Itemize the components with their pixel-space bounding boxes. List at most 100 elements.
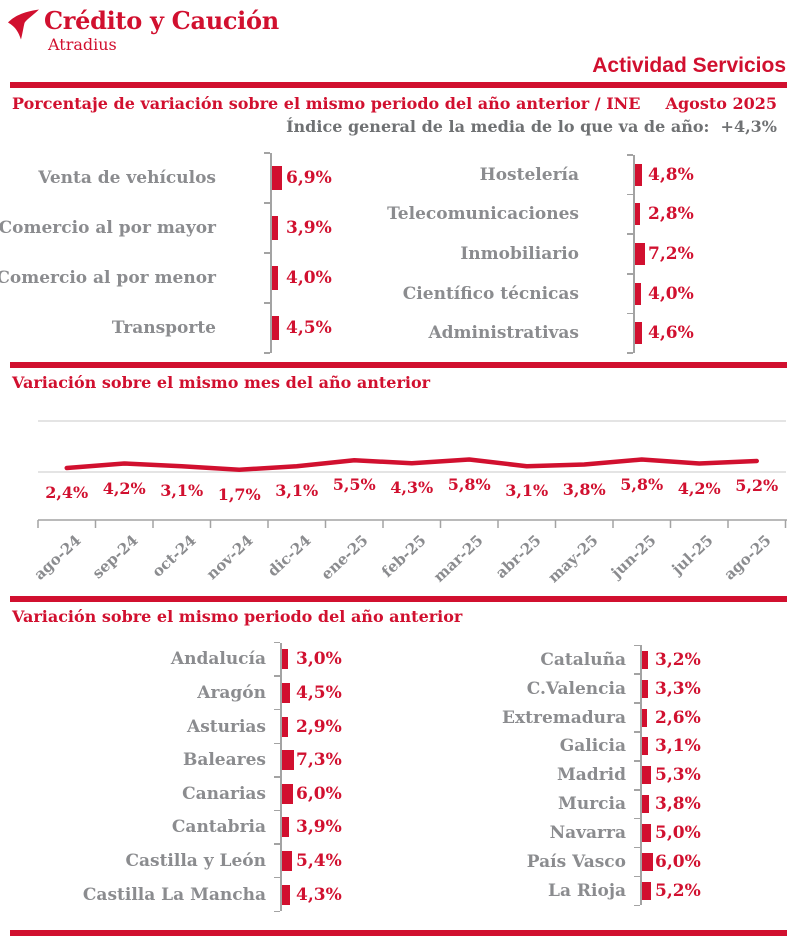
atradius-bird-icon (8, 9, 42, 40)
bar (282, 817, 290, 838)
bar (282, 682, 291, 703)
value-label: 3,0% (296, 649, 342, 670)
bar (642, 795, 650, 814)
axis-tick (627, 193, 633, 196)
value-label: 3,2% (655, 649, 701, 670)
index-note: Índice general de la media de lo que va … (286, 117, 777, 136)
bar (642, 824, 651, 843)
logo-title: Crédito y Caución (44, 6, 279, 35)
bar (642, 737, 649, 756)
category-label: Galicia (559, 736, 626, 757)
month-tick-label: jul-25 (668, 531, 717, 578)
section-divider-bottom (10, 930, 787, 936)
axis-tick (274, 776, 280, 778)
point-value-label: 3,1% (160, 481, 204, 501)
bar (642, 650, 649, 669)
value-label: 4,5% (286, 318, 332, 338)
value-label: 4,5% (296, 682, 342, 703)
category-label: Madrid (556, 765, 626, 786)
bar (272, 266, 279, 290)
axis-tick (627, 352, 633, 354)
axis-tick (634, 702, 640, 704)
logo-subtitle: Atradius (48, 35, 117, 54)
value-label: 4,6% (648, 323, 694, 344)
month-tick-label: may-25 (544, 531, 602, 587)
category-label: Administrativas (428, 323, 579, 344)
bar (272, 166, 282, 190)
axis-tick (634, 760, 640, 762)
point-value-label: 5,5% (332, 475, 376, 495)
bar (642, 679, 649, 698)
value-label: 5,4% (296, 850, 342, 871)
category-label: Andalucía (170, 649, 266, 670)
axis-tick (274, 675, 280, 677)
category-label: Hostelería (479, 164, 579, 185)
month-tick-label: nov-24 (203, 531, 257, 584)
point-value-label: 4,3% (390, 478, 434, 498)
category-label: País Vasco (526, 852, 626, 873)
value-label: 2,6% (655, 707, 701, 728)
bar (635, 243, 646, 265)
value-label: 4,0% (286, 268, 332, 288)
axis-tick (274, 708, 280, 711)
axis-tick (627, 154, 633, 156)
category-label: Científico técnicas (402, 283, 579, 304)
axis-tick (634, 644, 640, 647)
bar (282, 850, 292, 871)
bar (282, 649, 288, 670)
axis-tick (264, 302, 270, 304)
section3-title: Variación sobre el mismo periodo del año… (12, 607, 463, 626)
section-divider-top (10, 82, 787, 88)
axis-tick (634, 789, 640, 791)
category-label: Venta de vehículos (38, 168, 216, 188)
point-value-label: 2,4% (45, 483, 89, 502)
category-label: Asturias (187, 716, 266, 737)
bar (635, 163, 643, 186)
category-label: Cantabria (171, 817, 266, 838)
section-divider-monthly (10, 362, 787, 368)
value-label: 5,2% (655, 880, 701, 901)
bar (282, 750, 295, 771)
category-label: Telecomunicaciones (387, 204, 579, 225)
point-value-label: 5,2% (735, 476, 779, 495)
axis-tick (264, 352, 270, 354)
month-tick-label: jun-25 (607, 531, 660, 582)
value-label: 7,3% (296, 750, 342, 771)
value-label: 3,9% (296, 817, 342, 838)
axis-tick (274, 809, 280, 812)
value-label: 5,0% (655, 823, 701, 844)
point-value-label: 1,7% (217, 484, 261, 504)
bar (635, 282, 642, 305)
month-tick-label: feb-25 (377, 531, 430, 581)
axis-tick (274, 641, 280, 644)
axis-tick (634, 817, 640, 820)
axis-tick (634, 731, 640, 733)
category-axis (633, 155, 635, 353)
bar (642, 708, 648, 727)
axis-tick (634, 904, 640, 907)
monthly-series-line (64, 457, 759, 472)
month-tick-label: ago-25 (720, 531, 775, 584)
value-label: 3,3% (655, 678, 701, 699)
value-label: 2,9% (296, 716, 342, 737)
category-label: Comercio al por mayor (0, 218, 216, 238)
month-tick-label: ene-25 (317, 531, 372, 584)
axis-tick (274, 910, 280, 913)
category-label: Cataluña (540, 649, 626, 670)
month-tick-label: dic-24 (263, 531, 315, 581)
value-label: 5,3% (655, 765, 701, 786)
axis-tick (627, 273, 633, 275)
point-value-label: 3,1% (505, 481, 549, 501)
index-note-text: Índice general de la media de lo que va … (286, 117, 710, 136)
bar (635, 203, 640, 226)
axis-tick (627, 233, 633, 235)
point-value-label: 5,8% (620, 474, 664, 494)
point-value-label: 4,2% (677, 478, 721, 498)
category-label: Navarra (549, 823, 626, 844)
bar (642, 881, 652, 900)
value-label: 4,3% (296, 884, 342, 905)
month-tick-label: oct-24 (148, 531, 200, 581)
axis-tick (634, 673, 640, 675)
point-value-label: 4,2% (102, 478, 146, 498)
